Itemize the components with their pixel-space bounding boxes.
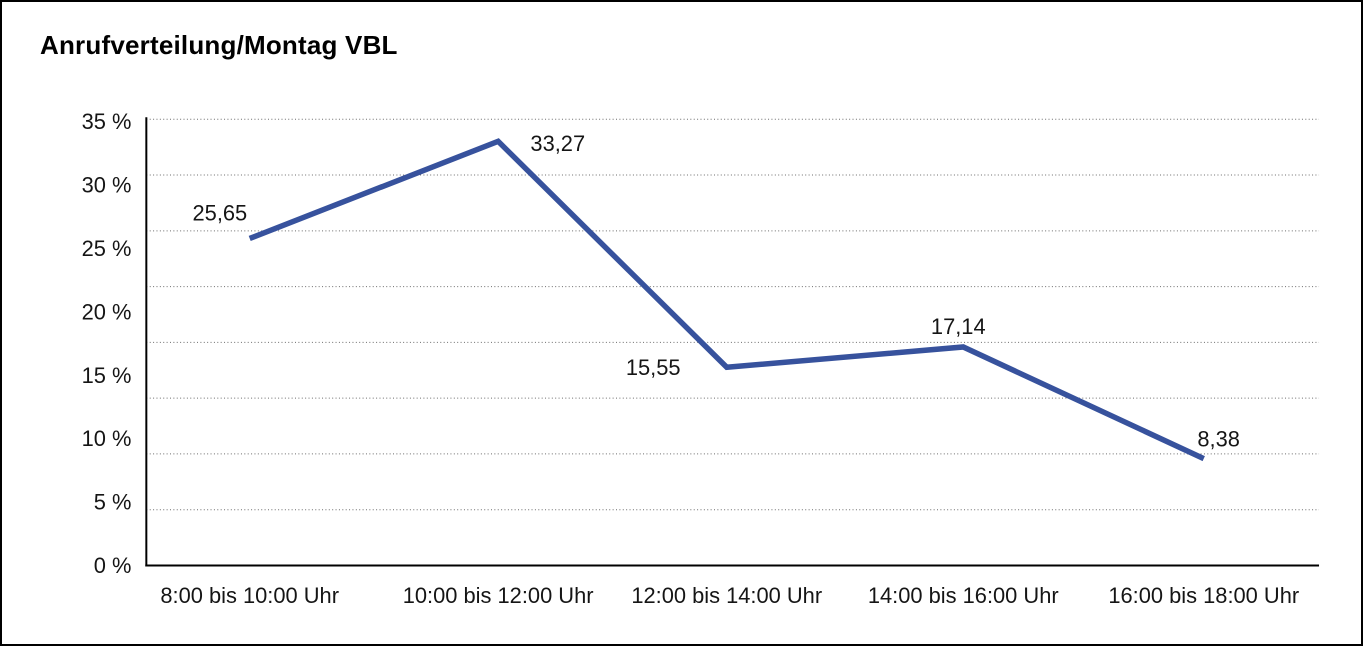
point-value-label: 8,38 bbox=[1197, 426, 1240, 451]
x-category-label: 10:00 bis 12:00 Uhr bbox=[403, 583, 594, 608]
y-tick-label: 35 % bbox=[82, 109, 132, 134]
y-tick-label: 5 % bbox=[94, 490, 132, 515]
x-category-label: 16:00 bis 18:00 Uhr bbox=[1108, 583, 1299, 608]
y-tick-label: 0 % bbox=[94, 553, 132, 578]
point-value-label: 33,27 bbox=[530, 131, 585, 156]
y-tick-label: 15 % bbox=[82, 363, 132, 388]
y-tick-label: 10 % bbox=[82, 426, 132, 451]
point-value-label: 15,55 bbox=[626, 355, 681, 380]
data-line bbox=[248, 138, 1205, 462]
x-category-label: 8:00 bis 10:00 Uhr bbox=[160, 583, 339, 608]
chart-title: Anrufverteilung/Montag VBL bbox=[40, 30, 398, 60]
x-category-label: 14:00 bis 16:00 Uhr bbox=[868, 583, 1059, 608]
x-category-label: 12:00 bis 14:00 Uhr bbox=[631, 583, 822, 608]
point-value-label: 17,14 bbox=[931, 314, 986, 339]
point-value-label: 25,65 bbox=[193, 200, 248, 225]
y-tick-label: 20 % bbox=[82, 299, 132, 324]
y-tick-label: 25 % bbox=[82, 236, 132, 261]
y-tick-label: 30 % bbox=[82, 172, 132, 197]
